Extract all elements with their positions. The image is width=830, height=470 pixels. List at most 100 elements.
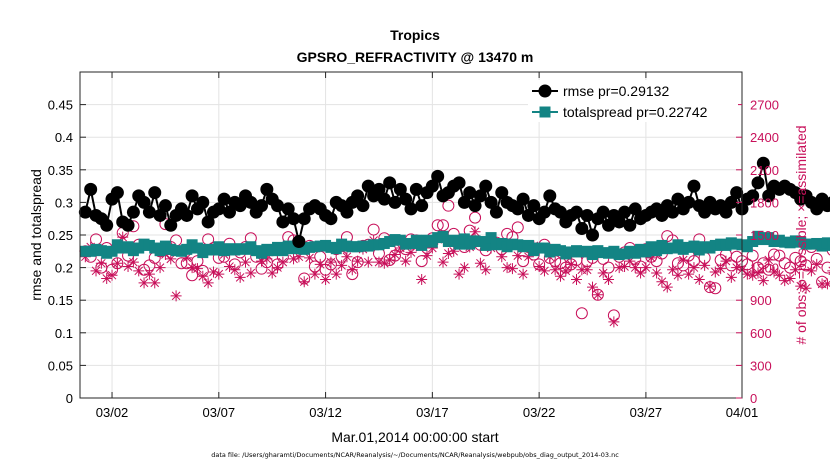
obs-assimilated-marker: [699, 259, 711, 271]
obs-assimilated-marker: [101, 272, 113, 284]
rmse-marker: [324, 212, 338, 226]
rmse-marker: [126, 205, 140, 219]
obs-assimilated-marker: [181, 252, 193, 264]
y-tick-label: 0.4: [55, 130, 73, 145]
totalspread-series: [79, 230, 830, 261]
obs-assimilated-marker: [373, 256, 385, 268]
y2-tick-label: 300: [750, 358, 772, 373]
obs-assimilated-marker: [143, 268, 155, 280]
obs-assimilated-marker: [501, 262, 513, 274]
legend-rmse-label: rmse pr=0.29132: [563, 83, 669, 99]
obs-assimilated-marker: [122, 261, 134, 273]
x-tick-label: 03/22: [523, 405, 556, 420]
y-tick-label: 0.35: [48, 163, 73, 178]
rmse-marker: [121, 218, 135, 232]
obs-assimilated-marker: [672, 269, 684, 281]
rmse-marker: [180, 208, 194, 222]
rmse-marker: [553, 205, 567, 219]
obs-assimilated-marker: [320, 274, 332, 286]
obs-assimilated-marker: [725, 271, 737, 283]
obs-assimilated-marker: [715, 263, 727, 275]
obs-assimilated-marker: [635, 267, 647, 279]
obs-assimilated-marker: [154, 262, 166, 274]
y2-tick-label: 1500: [750, 228, 779, 243]
obs-assimilated-marker: [538, 265, 550, 277]
rmse-marker: [687, 179, 701, 193]
y-axis-label: rmse and totalspread: [28, 169, 44, 301]
obs-assimilated-marker: [288, 253, 300, 265]
y-tick-label: 0.1: [55, 326, 73, 341]
rmse-marker: [185, 189, 199, 203]
obs-assimilated-marker: [405, 246, 417, 258]
obs-assimilated-marker: [95, 257, 107, 269]
obs-assimilated-marker: [624, 255, 636, 267]
y2-axis-label: # of obs: o=possible; ×=assimilated: [793, 125, 809, 344]
obs-assimilated-marker: [240, 256, 251, 268]
rmse-marker: [393, 182, 407, 196]
y2-tick-label: 0: [750, 391, 757, 406]
obs-assimilated-marker: [453, 268, 465, 280]
obs-assimilated-marker: [352, 255, 364, 267]
obs-assimilated-marker: [234, 271, 246, 283]
obs-assimilated-marker: [293, 251, 305, 263]
rmse-marker: [826, 196, 830, 209]
rmse-marker: [244, 195, 258, 209]
rmse-marker: [457, 195, 471, 209]
obs-assimilated-marker: [629, 262, 641, 274]
legend-spread-marker: [539, 106, 551, 118]
rmse-marker: [351, 189, 365, 203]
obs-assimilated-marker: [496, 251, 508, 263]
obs-assimilated-marker: [304, 252, 316, 264]
obs-assimilated-marker: [560, 265, 572, 277]
rmse-marker: [260, 182, 274, 196]
legend-box: [528, 80, 738, 122]
y-tick-label: 0.3: [55, 195, 73, 210]
rmse-marker: [484, 195, 498, 209]
rmse-marker: [468, 199, 482, 213]
legend: rmse pr=0.29132 totalspread pr=0.22742: [528, 80, 738, 122]
obs-assimilated-marker: [800, 282, 812, 294]
obs-assimilated-marker: [592, 289, 604, 301]
obs-assimilated-marker: [191, 263, 203, 275]
y2-tick-label: 2100: [750, 163, 779, 178]
x-tick-label: 03/12: [309, 405, 342, 420]
rmse-marker: [388, 195, 402, 209]
data-file-note: data file: /Users/gharamti/Documents/NCA…: [211, 451, 619, 459]
y2-tick-label: 600: [750, 326, 772, 341]
rmse-marker: [399, 192, 413, 206]
obs-assimilated-marker: [111, 257, 123, 269]
obs-assimilated-marker: [384, 254, 396, 266]
obs-assimilated-marker: [480, 264, 492, 276]
obs-assimilated-marker: [437, 256, 449, 268]
obs-assimilated-marker: [245, 267, 257, 279]
obs-assimilated-marker: [645, 252, 657, 264]
obs-assimilated-marker: [229, 264, 241, 276]
rmse-marker: [377, 192, 391, 206]
y2-tick-label: 2400: [750, 130, 779, 145]
obs-assimilated-marker: [805, 265, 817, 277]
obs-assimilated-marker: [651, 267, 663, 279]
x-tick-label: 03/27: [630, 405, 663, 420]
rmse-marker: [463, 186, 477, 200]
rmse-marker: [596, 205, 610, 219]
obs-assimilated-marker: [133, 265, 145, 277]
rmse-marker: [212, 202, 226, 216]
y-tick-label: 0.2: [55, 261, 73, 276]
rmse-marker: [473, 189, 487, 203]
obs-assimilated-marker: [517, 268, 529, 280]
rmse-marker: [84, 182, 98, 196]
obs-assimilated-marker: [747, 269, 759, 281]
obs-assimilated-marker: [795, 280, 807, 292]
rmse-marker: [666, 205, 680, 219]
totalspread-marker: [821, 237, 830, 249]
rmse-marker: [628, 202, 642, 216]
obs-assimilated-marker: [603, 274, 615, 286]
obs-assimilated-marker: [416, 274, 428, 286]
obs-assimilated-marker: [362, 256, 374, 268]
obs-assimilated-marker: [469, 226, 481, 238]
obs-assimilated-marker: [608, 316, 620, 328]
rmse-marker: [431, 169, 445, 183]
obs-assimilated-marker: [757, 275, 769, 287]
obs-assimilated-marker: [789, 264, 801, 276]
obs-assimilated-marker: [565, 258, 577, 270]
